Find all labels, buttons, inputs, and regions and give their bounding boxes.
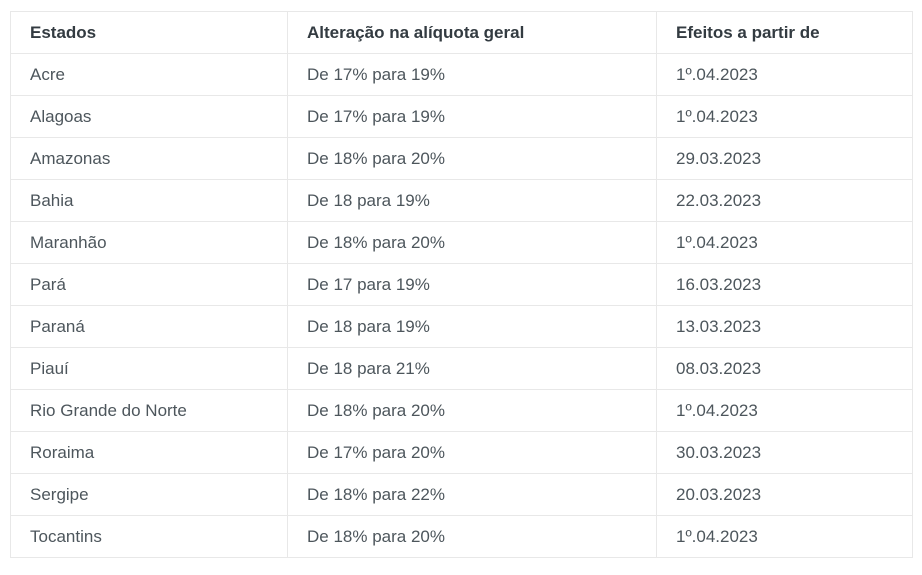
cell-aliquota: De 18% para 20%	[287, 515, 657, 558]
cell-estado: Roraima	[10, 431, 288, 474]
table-row: Acre De 17% para 19% 1º.04.2023	[10, 53, 913, 96]
table-row: Rio Grande do Norte De 18% para 20% 1º.04.…	[10, 389, 913, 432]
table-row: Sergipe De 18% para 22% 20.03.2023	[10, 473, 913, 516]
table-row: Maranhão De 18% para 20% 1º.04.2023	[10, 221, 913, 264]
cell-aliquota: De 18 para 19%	[287, 305, 657, 348]
cell-aliquota: De 18% para 20%	[287, 389, 657, 432]
cell-estado: Amazonas	[10, 137, 288, 180]
column-header-efeitos: Efeitos a partir de	[656, 11, 913, 54]
table-row: Roraima De 17% para 20% 30.03.2023	[10, 431, 913, 474]
cell-efeitos: 1º.04.2023	[656, 389, 913, 432]
cell-estado: Piauí	[10, 347, 288, 390]
cell-efeitos: 1º.04.2023	[656, 515, 913, 558]
cell-estado: Acre	[10, 53, 288, 96]
cell-efeitos: 08.03.2023	[656, 347, 913, 390]
table-row: Piauí De 18 para 21% 08.03.2023	[10, 347, 913, 390]
cell-efeitos: 16.03.2023	[656, 263, 913, 306]
table-row: Amazonas De 18% para 20% 29.03.2023	[10, 137, 913, 180]
cell-aliquota: De 17% para 20%	[287, 431, 657, 474]
cell-aliquota: De 18 para 19%	[287, 179, 657, 222]
cell-aliquota: De 18% para 22%	[287, 473, 657, 516]
table-body: Acre De 17% para 19% 1º.04.2023 Alagoas De 1…	[10, 53, 913, 558]
table-row: Pará De 17 para 19% 16.03.2023	[10, 263, 913, 306]
cell-estado: Bahia	[10, 179, 288, 222]
cell-aliquota: De 17% para 19%	[287, 95, 657, 138]
column-header-aliquota: Alteração na alíquota geral	[287, 11, 657, 54]
cell-aliquota: De 17% para 19%	[287, 53, 657, 96]
cell-estado: Rio Grande do Norte	[10, 389, 288, 432]
column-header-estados: Estados	[10, 11, 288, 54]
cell-estado: Alagoas	[10, 95, 288, 138]
cell-estado: Paraná	[10, 305, 288, 348]
table-row: Bahia De 18 para 19% 22.03.2023	[10, 179, 913, 222]
cell-efeitos: 1º.04.2023	[656, 221, 913, 264]
table-row: Tocantins De 18% para 20% 1º.04.2023	[10, 515, 913, 558]
table-row: Paraná De 18 para 19% 13.03.2023	[10, 305, 913, 348]
cell-estado: Sergipe	[10, 473, 288, 516]
table-row: Alagoas De 17% para 19% 1º.04.2023	[10, 95, 913, 138]
cell-efeitos: 20.03.2023	[656, 473, 913, 516]
cell-efeitos: 13.03.2023	[656, 305, 913, 348]
icms-rate-change-table: Estados Alteração na alíquota geral Efei…	[10, 11, 913, 558]
cell-efeitos: 30.03.2023	[656, 431, 913, 474]
cell-aliquota: De 18% para 20%	[287, 221, 657, 264]
cell-estado: Pará	[10, 263, 288, 306]
cell-efeitos: 1º.04.2023	[656, 95, 913, 138]
cell-estado: Tocantins	[10, 515, 288, 558]
cell-efeitos: 1º.04.2023	[656, 53, 913, 96]
cell-efeitos: 29.03.2023	[656, 137, 913, 180]
cell-efeitos: 22.03.2023	[656, 179, 913, 222]
cell-aliquota: De 18 para 21%	[287, 347, 657, 390]
cell-aliquota: De 18% para 20%	[287, 137, 657, 180]
header-row: Estados Alteração na alíquota geral Efei…	[10, 11, 913, 54]
cell-estado: Maranhão	[10, 221, 288, 264]
cell-aliquota: De 17 para 19%	[287, 263, 657, 306]
